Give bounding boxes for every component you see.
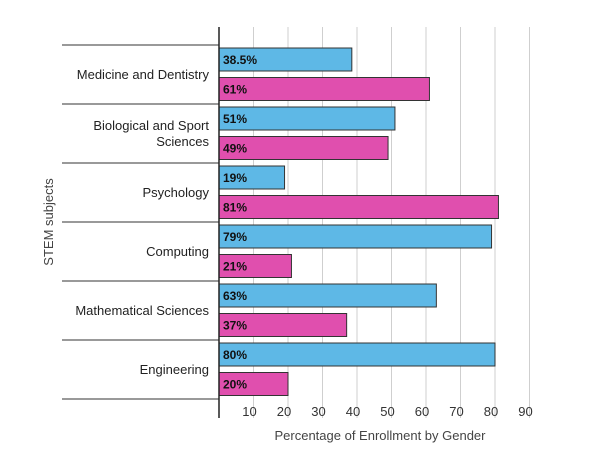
x-tick-label: 60 [415,404,429,419]
x-tick-labels: 10 20 30 40 50 60 70 80 90 [242,404,532,419]
data-label: 49% [223,142,247,156]
x-tick-label: 20 [277,404,291,419]
data-label: 79% [223,230,247,244]
category-label: Engineering [140,362,209,377]
x-tick-label: 30 [311,404,325,419]
bar [218,195,499,219]
y-axis-title: STEM subjects [41,178,56,266]
bar [218,342,496,367]
category-labels: Medicine and Dentistry Biological and Spo… [75,67,209,377]
x-tick-label: 40 [346,404,360,419]
category-label: Medicine and Dentistry [77,67,210,82]
x-tick-label: 50 [380,404,394,419]
data-label: 81% [223,201,247,215]
data-label: 21% [223,260,247,274]
data-label: 61% [223,83,247,97]
x-tick-label: 10 [242,404,256,419]
bar [218,283,437,308]
x-tick-label: 90 [518,404,532,419]
data-label: 80% [223,348,247,362]
data-label: 63% [223,289,247,303]
category-label: Mathematical Sciences [75,303,209,318]
data-label: 37% [223,319,247,333]
data-label: 38.5% [223,53,257,67]
data-label: 20% [223,378,247,392]
category-label: Computing [146,244,209,259]
category-label: Biological and Sport Sciences [93,118,209,149]
data-label: 19% [223,171,247,185]
category-label: Psychology [143,185,210,200]
bar [218,224,493,249]
data-label: 51% [223,112,247,126]
x-tick-label: 80 [484,404,498,419]
x-tick-label: 70 [449,404,463,419]
bar [218,77,430,101]
category-separators [62,44,219,400]
bars: 38.5% 61% 51% 49% 19% 81% 79% 21% 63% 37% 80% 20% [218,47,499,396]
x-axis-title: Percentage of Enrollment by Gender [274,428,486,443]
